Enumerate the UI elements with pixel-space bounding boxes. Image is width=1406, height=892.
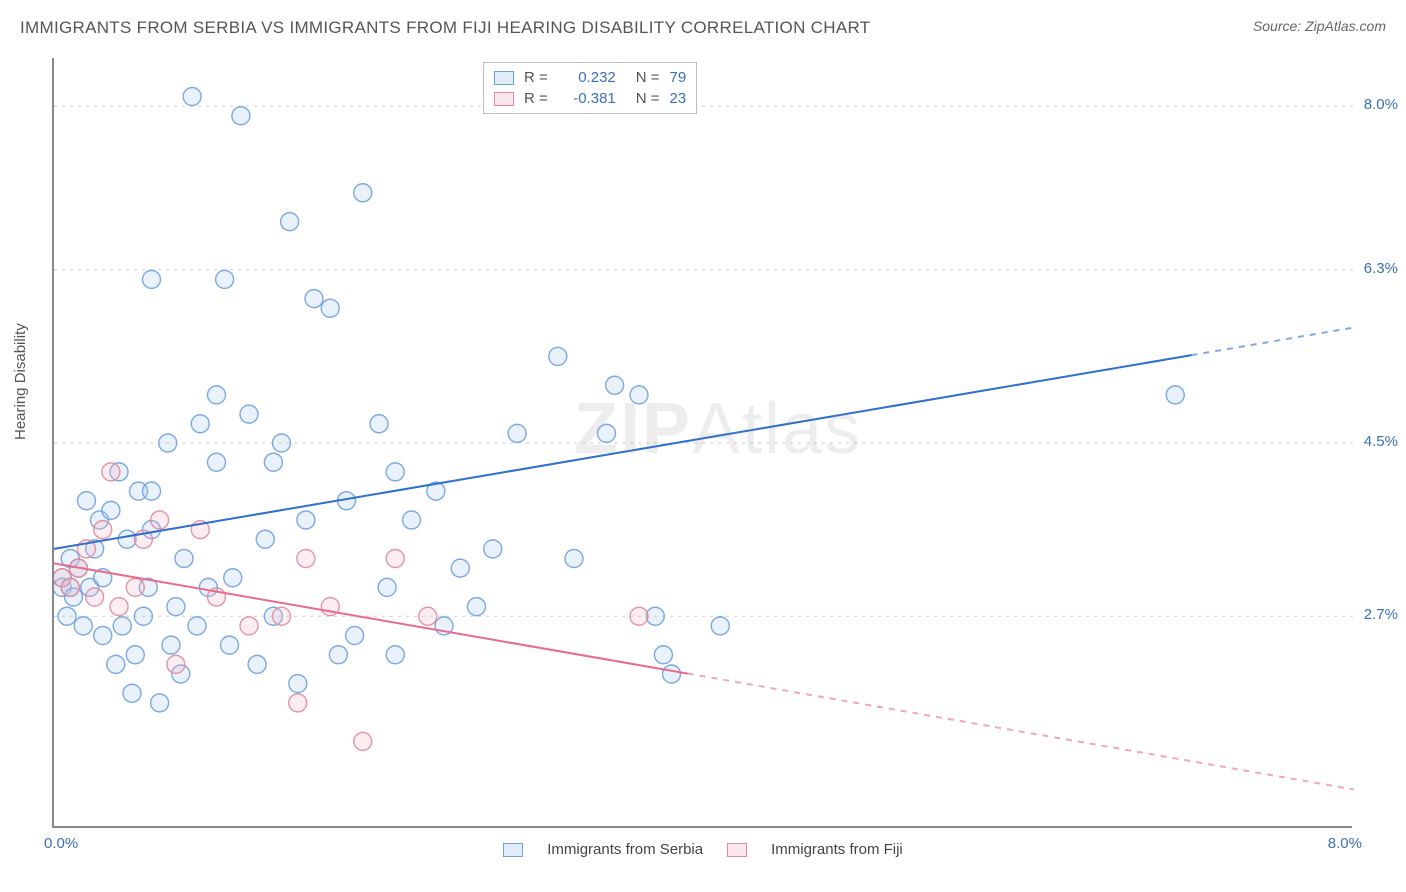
correlation-legend: R = 0.232 N = 79 R = -0.381 N = 23	[483, 62, 697, 114]
series-legend: Immigrants from Serbia Immigrants from F…	[54, 841, 1352, 858]
legend-label-fiji: Immigrants from Fiji	[771, 841, 903, 858]
y-tick: 8.0%	[1364, 96, 1398, 113]
x-tick-min: 0.0%	[44, 835, 78, 852]
legend-row: R = -0.381 N = 23	[494, 88, 686, 109]
y-tick: 2.7%	[1364, 606, 1398, 623]
legend-row: R = 0.232 N = 79	[494, 67, 686, 88]
chart-title: IMMIGRANTS FROM SERBIA VS IMMIGRANTS FRO…	[20, 18, 870, 37]
legend-label-serbia: Immigrants from Serbia	[547, 841, 703, 858]
legend-N-label: N =	[636, 69, 660, 86]
chart-header: IMMIGRANTS FROM SERBIA VS IMMIGRANTS FRO…	[20, 18, 1386, 48]
legend-R-value: 0.232	[558, 69, 616, 86]
source-name: ZipAtlas.com	[1305, 18, 1386, 34]
y-tick: 6.3%	[1364, 260, 1398, 277]
legend-R-label: R =	[524, 69, 548, 86]
plot-svg	[54, 58, 1354, 828]
legend-N-label: N =	[636, 90, 660, 107]
legend-N-value: 79	[670, 69, 687, 86]
x-tick-max: 8.0%	[1328, 835, 1362, 852]
legend-swatch-serbia	[503, 843, 523, 857]
y-axis-label: Hearing Disability	[12, 323, 29, 440]
source-attribution: Source: ZipAtlas.com	[1253, 18, 1386, 34]
legend-swatch-fiji	[727, 843, 747, 857]
source-prefix: Source:	[1253, 18, 1305, 34]
scatter-plot: ZIPAtlas R = 0.232 N = 79 R = -0.381 N =…	[52, 58, 1352, 828]
legend-swatch	[494, 71, 514, 85]
legend-swatch	[494, 92, 514, 106]
y-tick: 4.5%	[1364, 433, 1398, 450]
legend-N-value: 23	[670, 90, 687, 107]
legend-R-label: R =	[524, 90, 548, 107]
legend-R-value: -0.381	[558, 90, 616, 107]
